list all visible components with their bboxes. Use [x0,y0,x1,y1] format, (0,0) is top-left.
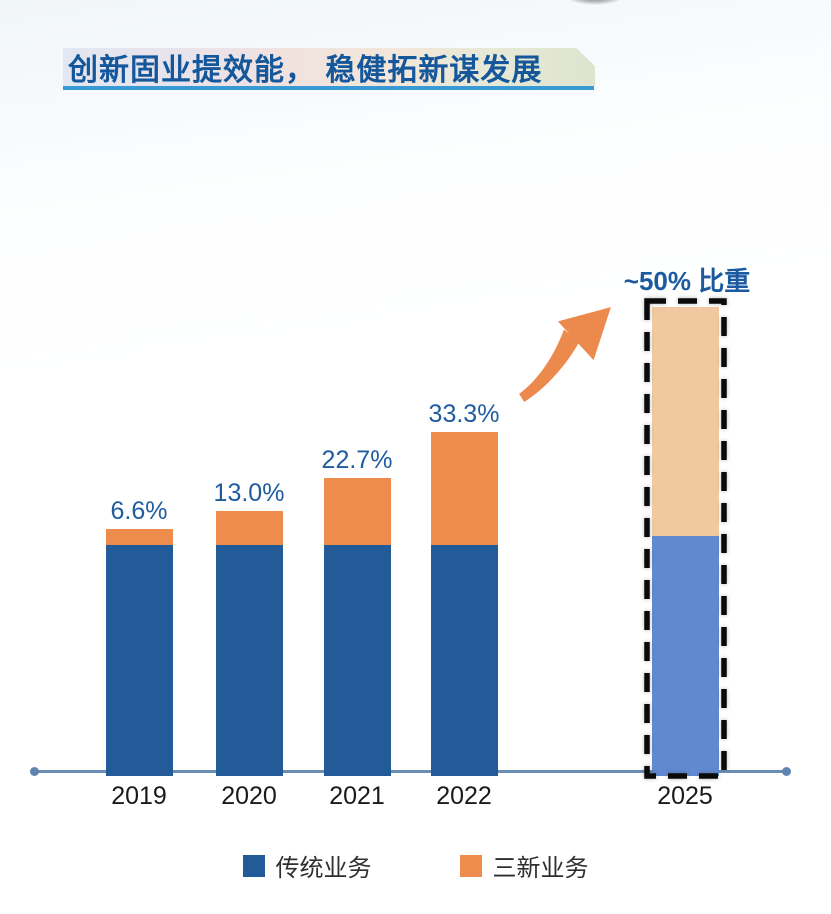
segment-traditional-business-2020 [215,545,283,776]
share-label-2021: 22.7% [321,446,393,474]
segment-traditional-business-2021 [323,545,391,776]
growth-arrow-icon [519,307,611,402]
top-edge-artifact [566,0,624,5]
bar-2019 [105,529,173,776]
segment-traditional-business-2019 [105,545,173,776]
legend-label-traditional: 传统业务 [275,855,372,882]
year-label-2021: 2021 [329,782,385,810]
x-axis-dot-right [782,766,791,776]
bar-2020 [215,511,283,776]
legend-item-traditional: 传统业务 [242,848,372,883]
segment-traditional-business-2025 [651,536,719,776]
segment-new-business-2021 [323,478,391,545]
bar-2021 [323,478,391,776]
segment-new-business-2020 [215,511,283,545]
projection-annotation: ~50% 比重 [623,266,751,296]
bar-2025 [643,298,727,779]
year-label-2025: 2025 [657,782,713,810]
share-label-2022: 33.3% [428,400,500,428]
segment-new-business-2019 [105,529,173,545]
chart-legend: 传统业务 三新业务 [0,848,831,883]
page-title: 创新固业提效能， 稳健拓新谋发展 [68,54,543,87]
x-axis-line [35,769,786,773]
legend-item-new: 三新业务 [459,848,589,883]
legend-label-new: 三新业务 [492,855,589,882]
year-label-2022: 2022 [436,782,492,810]
projection-dashed-box [643,298,727,779]
segment-new-business-2022 [430,432,498,545]
bar-2022 [430,432,498,776]
title-underline [63,86,594,90]
share-label-2020: 13.0% [213,479,285,507]
year-label-2019: 2019 [111,782,167,810]
segment-new-business-2025 [651,307,719,536]
segment-traditional-business-2022 [430,545,498,776]
title-banner: 创新固业提效能， 稳健拓新谋发展 [63,48,595,86]
year-label-2020: 2020 [221,782,277,810]
legend-swatch-traditional-icon [242,854,265,877]
x-axis-dot-left [30,766,39,776]
legend-swatch-new-icon [459,854,482,877]
share-label-2019: 6.6% [110,497,168,525]
